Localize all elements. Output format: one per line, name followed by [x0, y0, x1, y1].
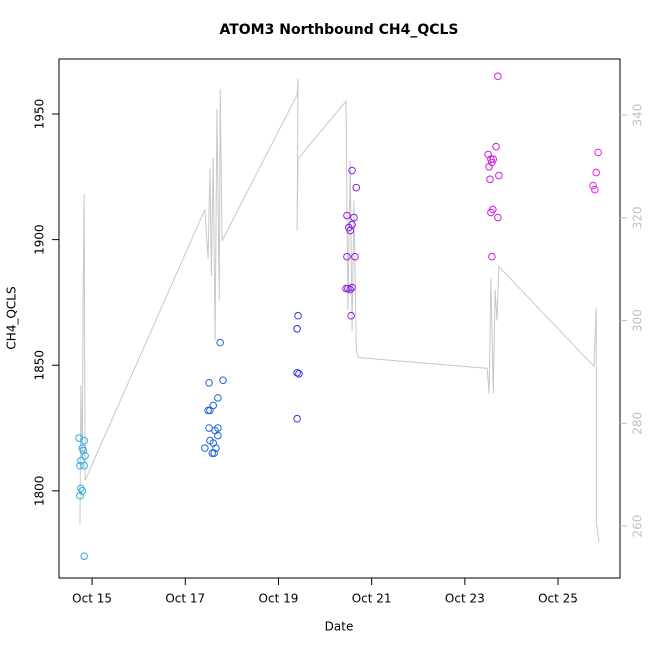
- x-tick-label: Oct 19: [259, 592, 299, 606]
- point: [351, 252, 359, 261]
- point: [486, 175, 494, 184]
- y-axis-label: CH4_QCLS: [5, 286, 19, 349]
- y2-tick-label: 320: [631, 206, 645, 229]
- point: [488, 252, 496, 261]
- point: [346, 285, 355, 294]
- point: [214, 424, 222, 432]
- point: [591, 185, 599, 194]
- point: [201, 444, 209, 452]
- plot-frame: [58, 58, 621, 579]
- point: [348, 220, 356, 229]
- point: [485, 162, 493, 171]
- x-tick-label: Oct 21: [352, 592, 392, 606]
- point: [212, 444, 220, 452]
- point: [348, 166, 356, 175]
- x-tick-label: Oct 25: [538, 592, 578, 606]
- point: [293, 368, 301, 377]
- point: [487, 208, 495, 217]
- x-tick-label: Oct 17: [165, 592, 205, 606]
- point: [494, 213, 502, 222]
- y2-tick-label: 340: [631, 104, 645, 127]
- chart-title: ATOM3 Northbound CH4_QCLS: [219, 22, 458, 38]
- point: [219, 376, 227, 385]
- point: [487, 155, 495, 164]
- y-tick-label: 1850: [33, 350, 47, 381]
- point: [80, 461, 88, 470]
- y2-tick-label: 260: [631, 515, 645, 538]
- x-axis-label: Date: [325, 620, 354, 634]
- point: [347, 311, 355, 320]
- y2-tick-label: 300: [631, 309, 645, 332]
- point: [592, 168, 601, 177]
- point: [295, 369, 303, 378]
- point: [343, 211, 351, 220]
- point: [342, 284, 350, 293]
- point: [214, 394, 222, 402]
- point: [293, 414, 301, 423]
- point: [294, 311, 302, 320]
- x-tick-label: Oct 15: [72, 592, 112, 606]
- point: [343, 252, 351, 261]
- point: [79, 446, 88, 455]
- point: [214, 431, 222, 440]
- point: [210, 449, 218, 457]
- point: [209, 401, 218, 410]
- y-tick-label: 1950: [33, 99, 47, 130]
- y-tick-label: 1900: [33, 224, 47, 255]
- point: [594, 148, 602, 157]
- y-tick-label: 1800: [33, 476, 47, 507]
- point: [589, 181, 597, 190]
- point: [495, 171, 503, 180]
- y2-tick-label: 280: [631, 412, 645, 435]
- point: [76, 492, 84, 500]
- point: [81, 451, 89, 460]
- point: [293, 324, 301, 333]
- point: [492, 142, 500, 151]
- point: [489, 155, 498, 164]
- point: [494, 72, 502, 81]
- point: [216, 338, 225, 347]
- point: [80, 552, 88, 560]
- point: [76, 461, 84, 470]
- point: [350, 213, 358, 222]
- point: [352, 183, 361, 192]
- point: [78, 487, 87, 495]
- point: [205, 379, 213, 387]
- x-tick-label: Oct 23: [445, 592, 485, 606]
- point: [80, 436, 88, 445]
